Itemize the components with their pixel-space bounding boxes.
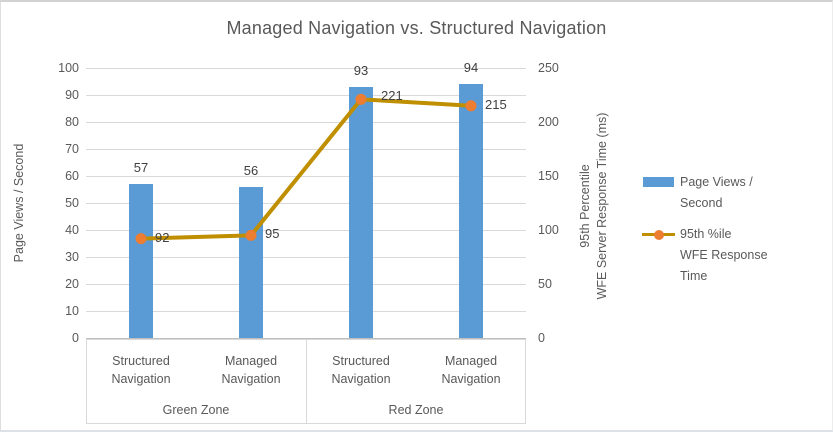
bar-page-views[interactable] (239, 186, 263, 338)
line-data-label: 95 (265, 226, 280, 242)
left-axis-tick: 80 (65, 115, 79, 129)
legend-line-marker-icon (654, 229, 664, 240)
line-data-label: 215 (485, 96, 507, 112)
response-time-line[interactable] (140, 97, 472, 241)
legend-item-bar-series[interactable]: Page Views / Second (642, 172, 792, 214)
left-axis-tick: 100 (58, 61, 79, 75)
right-axis-title: 95th Percentile WFE Server Response Time… (577, 111, 611, 301)
right-axis-tick: 50 (538, 277, 552, 291)
line-data-label: 221 (381, 88, 403, 104)
right-axis-tick: 100 (538, 223, 559, 237)
right-axis-title-line1: 95th Percentile (578, 164, 592, 248)
left-axis-tick: 10 (65, 304, 79, 318)
legend-swatch (642, 224, 675, 245)
legend-item-label: 95th %ile WFE Response Time (680, 227, 768, 283)
right-axis-tick: 200 (538, 115, 559, 129)
left-axis-tick: 90 (65, 88, 79, 102)
category-group-divider (306, 339, 307, 424)
left-axis-tick: 40 (65, 223, 79, 237)
right-axis-tick: 250 (538, 61, 559, 75)
bar-page-views[interactable] (129, 184, 153, 338)
left-axis-tick: 20 (65, 277, 79, 291)
category-label: Managed Navigation (221, 354, 281, 386)
gridline (86, 311, 526, 312)
legend-item-label: Page Views / Second (680, 175, 753, 210)
chart-title: Managed Navigation vs. Structured Naviga… (226, 18, 607, 38)
right-axis-title-line2: WFE Server Response Time (ms) (595, 112, 609, 300)
gridline (86, 257, 526, 258)
bar-data-label: 94 (463, 60, 479, 76)
left-axis-tick: 0 (72, 331, 79, 345)
left-axis-tick: 70 (65, 142, 79, 156)
right-axis-tick: 150 (538, 169, 559, 183)
gridline (86, 68, 526, 69)
left-axis-tick: 50 (65, 196, 79, 210)
bar-page-views[interactable] (349, 86, 373, 338)
left-axis-tick: 60 (65, 169, 79, 183)
gridline (86, 95, 526, 96)
chart-legend: Page Views / Second 95th %ile WFE Respons… (642, 172, 792, 297)
category-group-label: Red Zone (388, 403, 444, 417)
right-axis-tick: 0 (538, 331, 545, 345)
bar-data-label: 93 (353, 62, 369, 78)
bar-page-views[interactable] (459, 84, 483, 338)
category-label: Managed Navigation (441, 354, 501, 386)
category-label: Structured Navigation (331, 354, 391, 386)
legend-swatch (642, 172, 675, 193)
legend-item-line-series[interactable]: 95th %ile WFE Response Time (642, 224, 792, 287)
x-axis-line (86, 338, 526, 339)
gridline (86, 284, 526, 285)
bar-data-label: 56 (243, 162, 259, 178)
line-data-label: 92 (155, 229, 170, 245)
bar-data-label: 57 (133, 160, 149, 176)
category-group-label: Green Zone (162, 403, 230, 417)
legend-bar-swatch-icon (643, 177, 674, 187)
left-axis-tick: 30 (65, 250, 79, 264)
category-label: Structured Navigation (111, 354, 171, 386)
